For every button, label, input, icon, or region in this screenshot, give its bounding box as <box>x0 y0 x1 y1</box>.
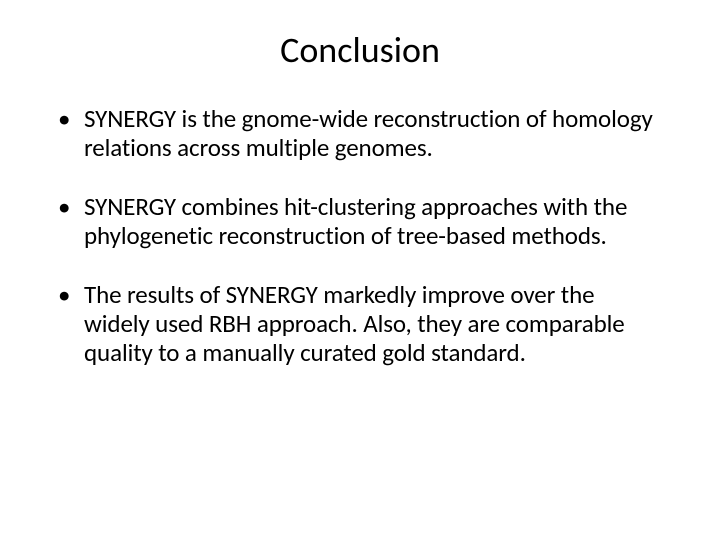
slide-title: Conclusion <box>58 28 662 72</box>
bullet-item: SYNERGY combines hit-clustering approach… <box>84 192 662 250</box>
slide-container: Conclusion SYNERGY is the gnome-wide rec… <box>0 0 720 540</box>
bullet-list: SYNERGY is the gnome-wide reconstruction… <box>58 104 662 397</box>
bullet-item: The results of SYNERGY markedly improve … <box>84 280 662 367</box>
bullet-item: SYNERGY is the gnome-wide reconstruction… <box>84 104 662 162</box>
